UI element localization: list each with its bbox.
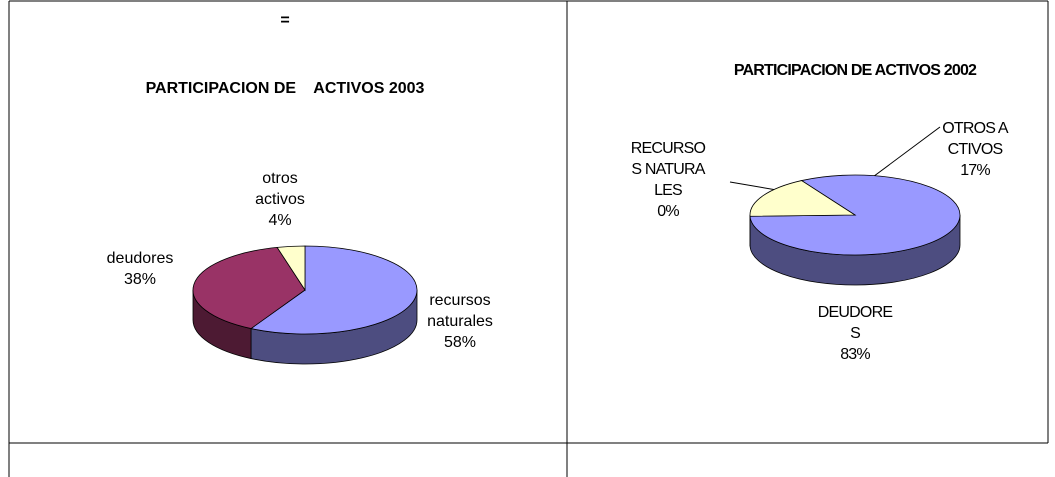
- chart-title: PARTICIPACION DE ACTIVOS 2003: [145, 80, 425, 97]
- value-label: 83%: [840, 346, 870, 363]
- slice-label: otros activos 4%: [240, 168, 320, 231]
- slice-label: RECURSOS NATURALES 0%: [628, 138, 708, 222]
- value-label: 38%: [123, 271, 157, 288]
- value-label: 0%: [657, 203, 679, 220]
- category-label: recursos naturales: [427, 292, 493, 330]
- slice-label: recursos naturales 58%: [410, 290, 510, 353]
- category-label: OTROS ACTIVOS: [942, 120, 1008, 158]
- category-label: otros activos: [255, 170, 305, 208]
- value-label: 4%: [268, 212, 292, 229]
- chart-title: PARTICIPACION DE ACTIVOS 2002: [733, 62, 977, 79]
- pie-slice: [192, 246, 306, 329]
- value-label: 17%: [960, 162, 990, 179]
- value-label: 58%: [443, 334, 477, 351]
- pie-slice: [250, 245, 418, 335]
- slice-label: OTROS ACTIVOS 17%: [939, 118, 1011, 181]
- category-label: deudores: [106, 250, 174, 267]
- pie-slice: [276, 245, 306, 292]
- marker: =: [280, 12, 290, 29]
- slice-label: DEUDORES 83%: [818, 302, 893, 365]
- slice-label: deudores 38%: [95, 248, 185, 290]
- category-label: RECURSOS NATURALES: [630, 140, 706, 199]
- pie-slice: [749, 180, 857, 217]
- category-label: DEUDORES: [817, 304, 893, 342]
